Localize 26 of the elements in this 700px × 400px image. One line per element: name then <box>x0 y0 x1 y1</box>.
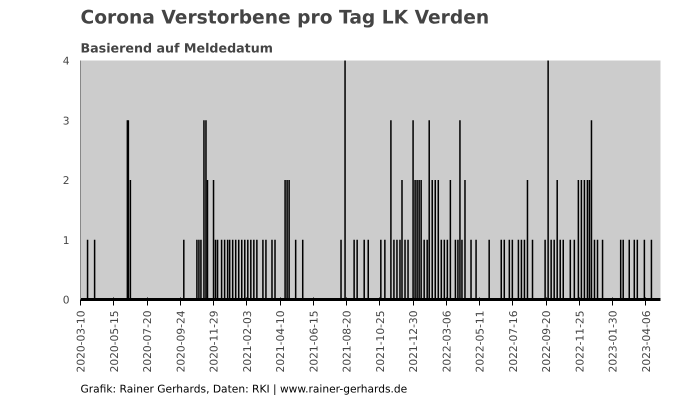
x-tick-label: 2020-07-20 <box>141 310 154 372</box>
x-tick-label: 2020-05-15 <box>108 310 121 372</box>
y-tick-label: 2 <box>62 174 70 187</box>
chart-subtitle: Basierend auf Meldedatum <box>80 40 273 56</box>
x-tick-label: 2021-06-15 <box>307 310 320 372</box>
x-tick-label: 2022-09-20 <box>540 310 554 372</box>
text: Grafik: Rainer Gerhards, Daten: RKI | www.rainer-gerhards.de <box>80 382 408 396</box>
x-tick-label: 2020-03-10 <box>74 310 88 372</box>
chart-title: Corona Verstorbene pro Tag LK Verden <box>80 8 490 28</box>
x-tick-label: 2021-02-03 <box>240 310 254 372</box>
y-tick-label: 1 <box>62 234 70 247</box>
x-tick-label: 2022-05-11 <box>474 310 487 372</box>
y-tick-label: 0 <box>62 294 70 306</box>
x-tick-label: 2021-12-30 <box>407 310 420 372</box>
y-tick-label: 3 <box>62 114 70 128</box>
x-tick-label: 2022-03-06 <box>440 310 454 372</box>
x-tick-label: 2020-11-29 <box>208 310 221 372</box>
x-tick-label: 2022-11-25 <box>573 310 586 372</box>
x-tick-label: 2023-04-06 <box>640 310 653 372</box>
x-tick-label: 2020-09-24 <box>174 310 188 372</box>
x-tick-label: 2023-01-30 <box>606 310 620 372</box>
x-tick-label: 2022-07-16 <box>506 310 520 372</box>
x-tick-label: 2021-08-20 <box>340 310 354 372</box>
x-tick-label: 2021-10-25 <box>374 310 387 372</box>
y-tick-label: 4 <box>62 54 70 68</box>
x-tick-label: 2021-04-10 <box>274 310 288 372</box>
